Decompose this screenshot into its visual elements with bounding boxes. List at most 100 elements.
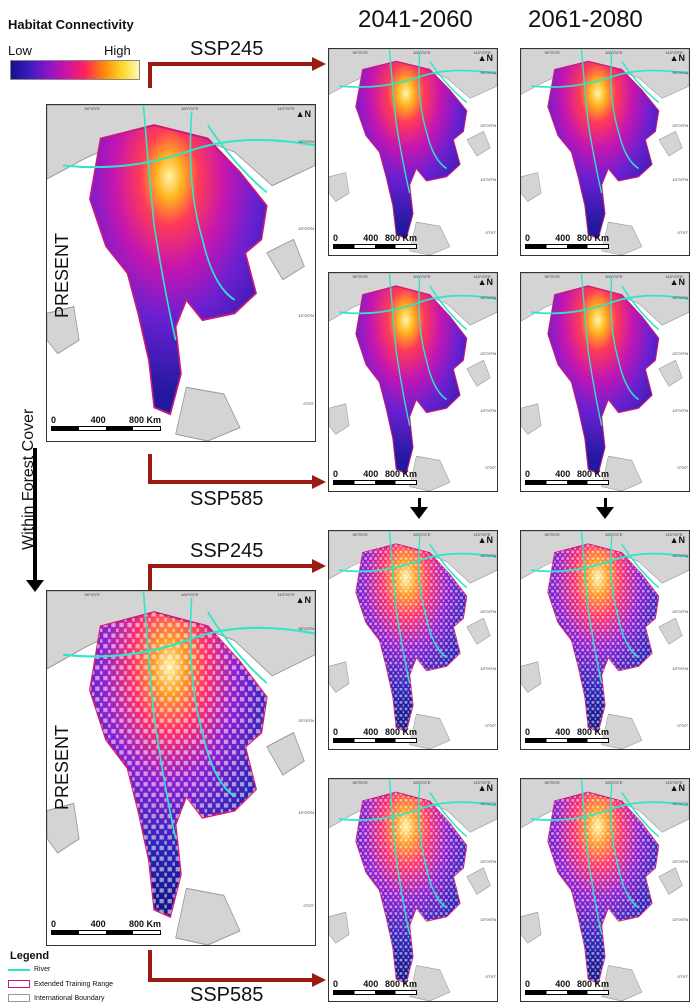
latitude-tick-label: 0°0'0" bbox=[485, 974, 496, 980]
period-label-2061-2080: 2061-2080 bbox=[528, 6, 643, 33]
longitude-tick-label: 100°0'0"E bbox=[413, 50, 431, 55]
longitude-tick-label: 90°0'0"E bbox=[544, 532, 560, 537]
map-graphic bbox=[329, 531, 497, 749]
scale-end-label: 800 Km bbox=[384, 233, 417, 243]
latitude-tick-label: 0°0'0" bbox=[303, 400, 314, 406]
latitude-tick-label: 0°0'0" bbox=[677, 722, 688, 728]
scale-end-label: 800 Km bbox=[128, 415, 161, 425]
latitude-tick-label: 10°0'0"N bbox=[672, 916, 688, 922]
latitude-tick-label: 30°0'0"N bbox=[480, 294, 496, 300]
scale-end-label: 800 Km bbox=[384, 727, 417, 737]
latitude-tick-label: 0°0'0" bbox=[677, 974, 688, 980]
scale-zero-label: 0 bbox=[333, 979, 339, 989]
longitude-tick-label: 110°0'0"E bbox=[473, 274, 491, 279]
longitude-tick-label: 90°0'0"E bbox=[544, 780, 560, 785]
scale-zero-label: 0 bbox=[333, 233, 339, 243]
scenario-label-ssp245-top: SSP245 bbox=[190, 38, 264, 60]
longitude-tick-label: 110°0'0"E bbox=[665, 274, 683, 279]
latitude-tick-label: 10°0'0"N bbox=[480, 666, 496, 672]
down-arrow-shaft-2061 bbox=[604, 498, 607, 508]
scale-zero-label: 0 bbox=[525, 469, 531, 479]
scale-bar-graphic bbox=[333, 244, 417, 249]
scale-bar: 0 400 800 Km bbox=[333, 469, 417, 485]
arrow-ssp245-bottom-shaft bbox=[148, 564, 314, 568]
scale-zero-label: 0 bbox=[525, 233, 531, 243]
latitude-tick-label: 20°0'0"N bbox=[480, 609, 496, 615]
longitude-tick-label: 100°0'0"E bbox=[605, 50, 623, 55]
scale-mid-label: 400 bbox=[363, 979, 379, 989]
scale-mid-label: 400 bbox=[555, 979, 571, 989]
latitude-tick-label: 0°0'0" bbox=[677, 230, 688, 236]
latitude-tick-label: 0°0'0" bbox=[485, 230, 496, 236]
present-label-bottom: PRESENT bbox=[52, 724, 72, 810]
scenario-label-ssp585-top: SSP585 bbox=[190, 488, 264, 510]
latitude-tick-label: 20°0'0"N bbox=[480, 858, 496, 864]
map-graphic bbox=[329, 273, 497, 491]
scale-end-label: 800 Km bbox=[576, 979, 609, 989]
longitude-tick-label: 110°0'0"E bbox=[473, 50, 491, 55]
down-arrow-shaft-2041 bbox=[418, 498, 421, 508]
longitude-tick-label: 100°0'0"E bbox=[605, 532, 623, 537]
scale-zero-label: 0 bbox=[525, 727, 531, 737]
latitude-tick-label: 20°0'0"N bbox=[480, 351, 496, 357]
legend-title-habitat-connectivity: Habitat Connectivity bbox=[8, 17, 134, 32]
longitude-tick-label: 90°0'0"E bbox=[544, 274, 560, 279]
map-graphic bbox=[521, 531, 689, 749]
colorbar-low-label: Low bbox=[8, 43, 32, 58]
scale-zero-label: 0 bbox=[51, 415, 57, 425]
within-forest-cover-label: Within Forest Cover bbox=[20, 408, 37, 550]
map-graphic bbox=[521, 49, 689, 255]
map-2061-2080-ssp585-forest: ▲N 90°0'0"E 100°0'0"E 110°0'0"E 30°0'0"N 20°0… bbox=[520, 778, 690, 1002]
scale-bar: 0 400 800 Km bbox=[525, 233, 609, 249]
scale-mid-label: 400 bbox=[363, 469, 379, 479]
river-swatch bbox=[8, 968, 30, 971]
latitude-tick-label: 30°0'0"N bbox=[298, 626, 314, 632]
longitude-tick-label: 90°0'0"E bbox=[352, 50, 368, 55]
scale-bar: 0 400 800 Km bbox=[525, 979, 609, 995]
longitude-tick-label: 100°0'0"E bbox=[413, 780, 431, 785]
arrow-ssp245-top-head bbox=[312, 57, 326, 71]
north-arrow-icon: ▲N bbox=[477, 783, 493, 793]
latitude-tick-label: 10°0'0"N bbox=[480, 176, 496, 182]
scale-zero-label: 0 bbox=[51, 919, 57, 929]
map-graphic bbox=[47, 105, 315, 441]
scale-end-label: 800 Km bbox=[576, 727, 609, 737]
latitude-tick-label: 10°0'0"N bbox=[672, 408, 688, 414]
scenario-label-ssp245-bottom: SSP245 bbox=[190, 540, 264, 562]
longitude-tick-label: 100°0'0"E bbox=[413, 274, 431, 279]
map-2041-2060-ssp585-forest: ▲N 90°0'0"E 100°0'0"E 110°0'0"E 30°0'0"N 20°0… bbox=[328, 778, 498, 1002]
map-present-forest: ▲N 90°0'0"E 100°0'0"E 110°0'0"E 30°0'0"N 20°0… bbox=[46, 590, 316, 946]
latitude-tick-label: 30°0'0"N bbox=[480, 552, 496, 558]
scale-bar-graphic bbox=[51, 930, 161, 935]
scale-mid-label: 400 bbox=[555, 727, 571, 737]
map-graphic bbox=[47, 591, 315, 945]
scale-bar-graphic bbox=[525, 990, 609, 995]
scale-mid-label: 400 bbox=[363, 233, 379, 243]
legend-item-boundary-label: International Boundary bbox=[34, 994, 105, 1002]
latitude-tick-label: 20°0'0"N bbox=[672, 609, 688, 615]
scale-bar: 0 400 800 Km bbox=[333, 979, 417, 995]
latitude-tick-label: 30°0'0"N bbox=[672, 294, 688, 300]
legend-item-international-boundary: International Boundary bbox=[8, 994, 104, 1002]
latitude-tick-label: 30°0'0"N bbox=[672, 69, 688, 75]
scale-bar-graphic bbox=[333, 480, 417, 485]
longitude-tick-label: 100°0'0"E bbox=[181, 106, 199, 111]
arrow-ssp245-top-shaft bbox=[148, 62, 314, 66]
present-label-top: PRESENT bbox=[52, 232, 72, 318]
within-forest-arrow-shaft bbox=[33, 448, 37, 580]
scale-zero-label: 0 bbox=[333, 469, 339, 479]
north-arrow-icon: ▲N bbox=[477, 53, 493, 63]
arrow-ssp585-top-shaft bbox=[148, 480, 314, 484]
arrow-ssp585-bottom-head bbox=[312, 973, 326, 987]
latitude-tick-label: 0°0'0" bbox=[485, 722, 496, 728]
latitude-tick-label: 10°0'0"N bbox=[480, 408, 496, 414]
latitude-tick-label: 20°0'0"N bbox=[672, 858, 688, 864]
scale-end-label: 800 Km bbox=[576, 233, 609, 243]
longitude-tick-label: 100°0'0"E bbox=[181, 592, 199, 597]
longitude-tick-label: 90°0'0"E bbox=[544, 50, 560, 55]
longitude-tick-label: 110°0'0"E bbox=[473, 780, 491, 785]
north-arrow-icon: ▲N bbox=[477, 535, 493, 545]
map-2041-2060-ssp245: ▲N 90°0'0"E 100°0'0"E 110°0'0"E 30°0'0"N 20°0… bbox=[328, 48, 498, 256]
scale-end-label: 800 Km bbox=[128, 919, 161, 929]
arrow-ssp585-bottom-stem bbox=[148, 950, 152, 980]
